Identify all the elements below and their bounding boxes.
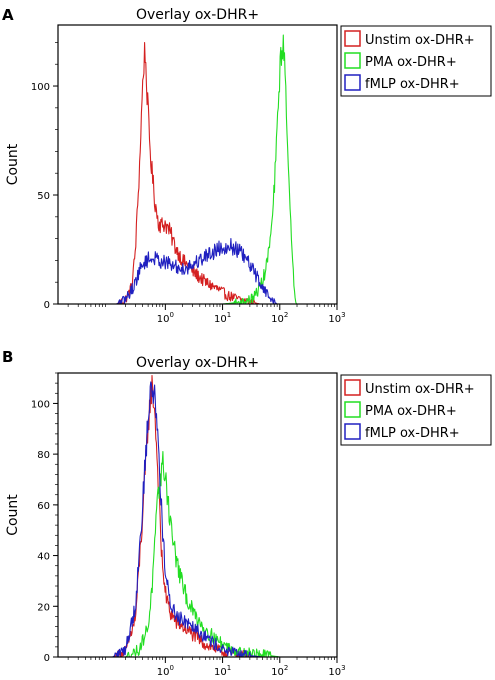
legend-label: PMA ox-DHR+ <box>365 55 457 70</box>
legend-swatch <box>344 30 361 47</box>
x-tick-label: 100 <box>157 664 174 678</box>
x-tick-base: 10 <box>328 667 341 678</box>
x-tick-label: 101 <box>214 311 231 325</box>
plot-frame <box>57 24 338 305</box>
y-tick-label: 80 <box>37 450 50 461</box>
y-tick-label: 0 <box>44 653 50 664</box>
x-tick-exponent: 0 <box>169 311 173 319</box>
legend-box <box>340 25 492 97</box>
y-tick-label: 40 <box>37 552 50 563</box>
x-tick-label: 102 <box>271 311 288 325</box>
x-tick-label: 101 <box>214 664 231 678</box>
legend-swatch <box>344 379 361 396</box>
y-axis-label: Count <box>5 143 21 185</box>
y-tick-label: 20 <box>37 602 50 613</box>
x-tick-exponent: 1 <box>227 664 231 672</box>
legend-swatch <box>344 423 361 440</box>
chart-title: Overlay ox-DHR+ <box>136 355 259 371</box>
y-axis-label: Count <box>5 494 21 536</box>
y-tick-label: 50 <box>37 191 50 202</box>
x-tick-exponent: 2 <box>284 664 288 672</box>
legend-label: fMLP ox-DHR+ <box>365 77 460 92</box>
x-tick-label: 102 <box>271 664 288 678</box>
y-tick-label: 100 <box>31 399 50 410</box>
y-tick-label: 0 <box>44 300 50 311</box>
series-line-pma <box>116 34 298 304</box>
x-tick-base: 10 <box>328 314 341 325</box>
x-tick-base: 10 <box>271 314 284 325</box>
y-tick-label: 60 <box>37 501 50 512</box>
x-tick-label: 103 <box>328 311 345 325</box>
x-tick-exponent: 3 <box>341 311 345 319</box>
x-tick-exponent: 2 <box>284 311 288 319</box>
x-tick-exponent: 0 <box>169 664 173 672</box>
series-line-fmlp <box>112 381 280 657</box>
x-tick-base: 10 <box>157 314 170 325</box>
x-tick-base: 10 <box>157 667 170 678</box>
x-tick-label: 100 <box>157 311 174 325</box>
legend-swatch <box>344 74 361 91</box>
legend-swatch <box>344 52 361 69</box>
series-line-fmlp <box>116 238 278 304</box>
panel-label: A <box>2 6 14 24</box>
panel-label: B <box>2 348 13 366</box>
x-tick-base: 10 <box>214 667 227 678</box>
legend-label: Unstim ox-DHR+ <box>365 33 475 48</box>
legend-label: fMLP ox-DHR+ <box>365 426 460 441</box>
series-group <box>116 34 298 304</box>
series-line-pma <box>125 451 280 657</box>
chart-title: Overlay ox-DHR+ <box>136 7 259 23</box>
series-group <box>112 374 280 657</box>
x-tick-base: 10 <box>271 667 284 678</box>
legend-label: Unstim ox-DHR+ <box>365 382 475 397</box>
x-tick-base: 10 <box>214 314 227 325</box>
legend-swatch <box>344 401 361 418</box>
legend-label: PMA ox-DHR+ <box>365 404 457 419</box>
legend-box <box>340 374 492 446</box>
x-tick-exponent: 1 <box>227 311 231 319</box>
x-tick-label: 103 <box>328 664 345 678</box>
x-tick-exponent: 3 <box>341 664 345 672</box>
y-tick-label: 100 <box>31 82 50 93</box>
